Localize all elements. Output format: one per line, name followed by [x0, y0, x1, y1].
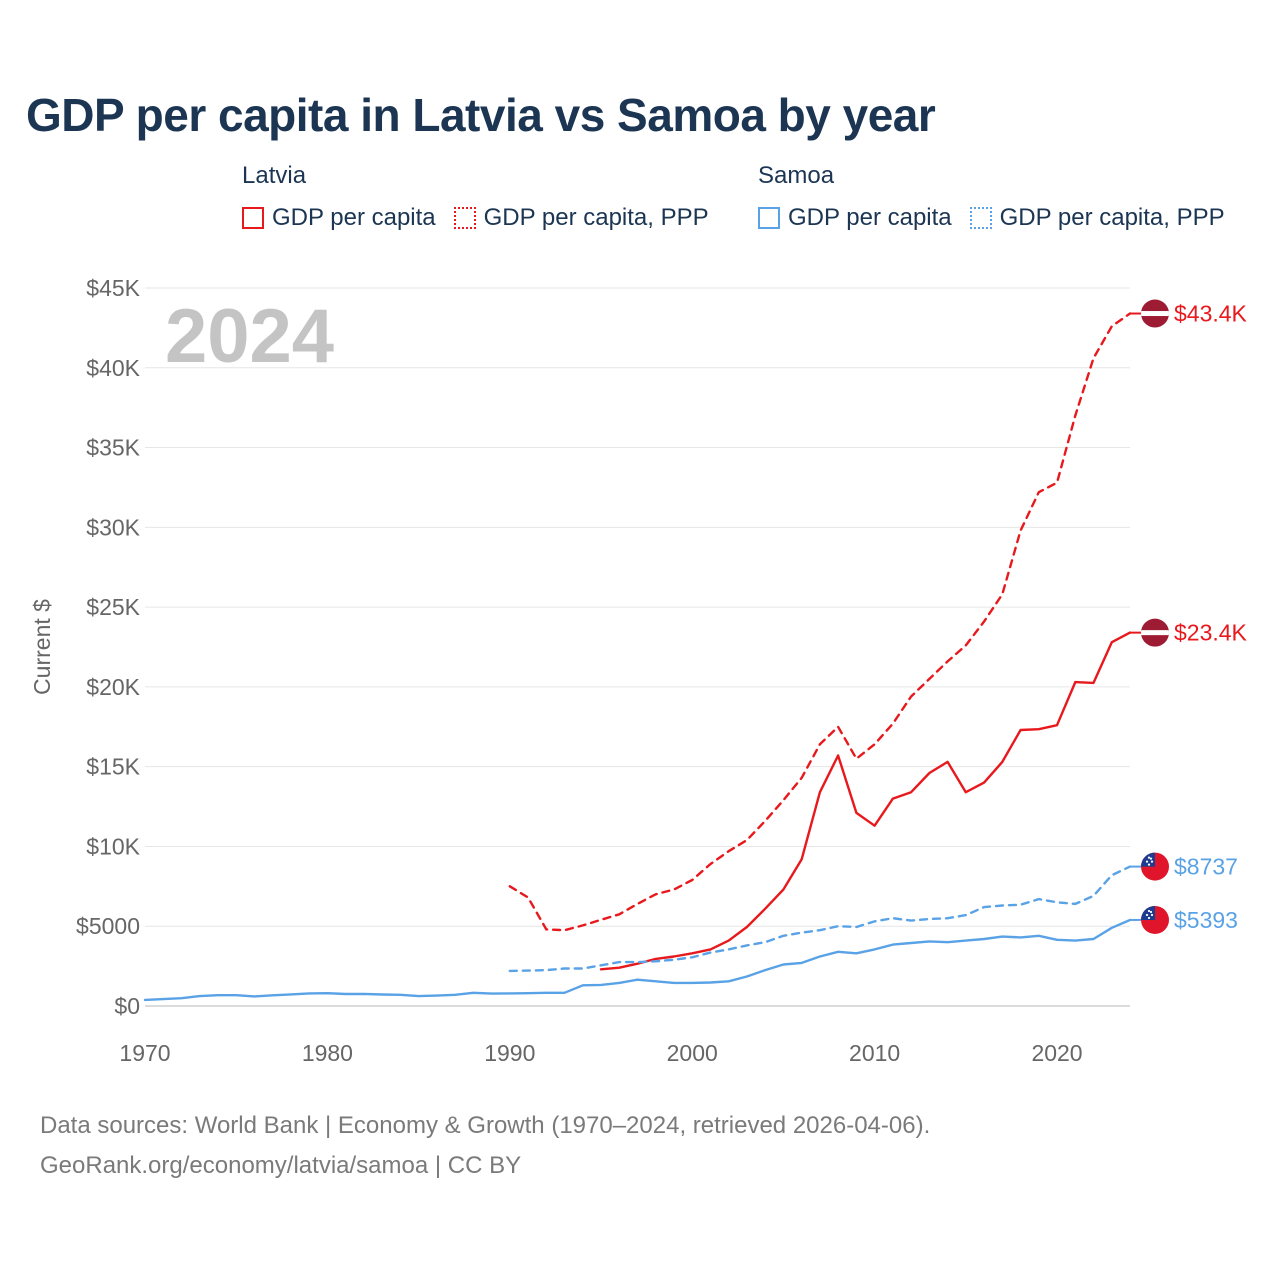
- legend-country-latvia: Latvia: [242, 162, 307, 189]
- series-line-samoa-gdp-per-capita-ppp[interactable]: [508, 865, 1132, 973]
- series-line-latvia-gdp-per-capita[interactable]: [599, 631, 1132, 971]
- flag-star: [1145, 860, 1149, 863]
- latvia-flag-icon: [1141, 618, 1169, 647]
- legend-label: GDP per capita, PPP: [483, 204, 709, 231]
- legend-group-samoa: Samoa GDP per capita GDP per capita, PPP: [758, 162, 1225, 232]
- flag-star: [1147, 916, 1151, 920]
- y-tick-label: $45K: [86, 275, 140, 301]
- series-lines: [143, 312, 1132, 1002]
- y-tick-label: $25K: [86, 594, 140, 620]
- legend-label: GDP per capita: [272, 204, 436, 231]
- y-tick-label: $30K: [86, 514, 140, 540]
- y-tick-label: $15K: [86, 754, 140, 780]
- legend-swatch-dotted-icon: [453, 207, 476, 229]
- flag-star: [1147, 856, 1151, 859]
- year-watermark: 2024: [165, 294, 334, 379]
- end-value-label: $23.4K: [1174, 620, 1248, 646]
- flag-star: [1149, 910, 1153, 914]
- legend-label: GDP per capita: [788, 204, 952, 231]
- samoa-flag-icon: [1141, 905, 1169, 934]
- x-tick-label: 2020: [1031, 1040, 1082, 1066]
- flag-star: [1147, 909, 1151, 913]
- y-axis-label: Current $: [29, 599, 55, 695]
- end-value-label: $8737: [1174, 854, 1238, 880]
- series-line-samoa-gdp-per-capita[interactable]: [143, 918, 1132, 1002]
- end-value-label: $5393: [1174, 907, 1238, 933]
- y-tick-label: $20K: [86, 674, 140, 700]
- end-value-label: $43.4K: [1174, 301, 1248, 327]
- legend-item-latvia-gdp[interactable]: GDP per capita: [242, 204, 436, 232]
- series-line-latvia-gdp-per-capita-ppp[interactable]: [508, 312, 1132, 932]
- legend-country-samoa: Samoa: [758, 162, 835, 189]
- x-tick-label: 2000: [667, 1040, 718, 1066]
- y-tick-label: $5000: [76, 913, 140, 939]
- legend-swatch-solid-icon: [758, 207, 780, 229]
- y-tick-label: $10K: [86, 833, 140, 859]
- attribution-text: GeoRank.org/economy/latvia/samoa | CC BY: [40, 1152, 522, 1179]
- legend-swatch-dotted-icon: [969, 207, 992, 229]
- legend-swatch-solid-icon: [242, 207, 264, 229]
- end-labels: $43.4K $23.4K $8737 $5393: [1130, 299, 1248, 934]
- legend-item-samoa-gdp-ppp[interactable]: GDP per capita, PPP: [969, 204, 1225, 232]
- grid-lines: [145, 287, 1130, 1007]
- x-tick-label: 2010: [849, 1040, 900, 1066]
- flag-star: [1149, 857, 1153, 860]
- y-tick-label: $40K: [86, 355, 140, 381]
- flag-stripe: [1141, 630, 1169, 636]
- footer: Data sources: World Bank | Economy & Gro…: [40, 1106, 930, 1186]
- flag-canton: [1141, 905, 1155, 920]
- axes: $0 $5000 $10K $15K $20K $25K $30K $35K $40K $45K 1…: [29, 275, 1083, 1066]
- y-tick-label: $0: [114, 993, 140, 1019]
- legend-item-latvia-gdp-ppp[interactable]: GDP per capita, PPP: [453, 204, 709, 232]
- flag-star: [1150, 860, 1154, 863]
- flag-star: [1147, 863, 1151, 866]
- x-tick-label: 1980: [302, 1040, 353, 1066]
- flag-stripe: [1141, 311, 1169, 317]
- legend-label: GDP per capita, PPP: [999, 204, 1225, 231]
- flag-star: [1150, 913, 1154, 917]
- legend-item-samoa-gdp[interactable]: GDP per capita: [758, 204, 952, 232]
- flag-star: [1145, 913, 1149, 917]
- latvia-flag-icon: [1141, 299, 1169, 328]
- x-tick-label: 1970: [119, 1040, 170, 1066]
- chart-title: GDP per capita in Latvia vs Samoa by yea…: [26, 89, 936, 141]
- flag-canton: [1141, 852, 1155, 867]
- x-tick-label: 1990: [484, 1040, 535, 1066]
- data-source-text: Data sources: World Bank | Economy & Gro…: [40, 1112, 931, 1139]
- legend-group-latvia: Latvia GDP per capita GDP per capita, PP…: [242, 162, 709, 232]
- samoa-flag-icon: [1141, 852, 1169, 881]
- y-tick-label: $35K: [86, 435, 140, 461]
